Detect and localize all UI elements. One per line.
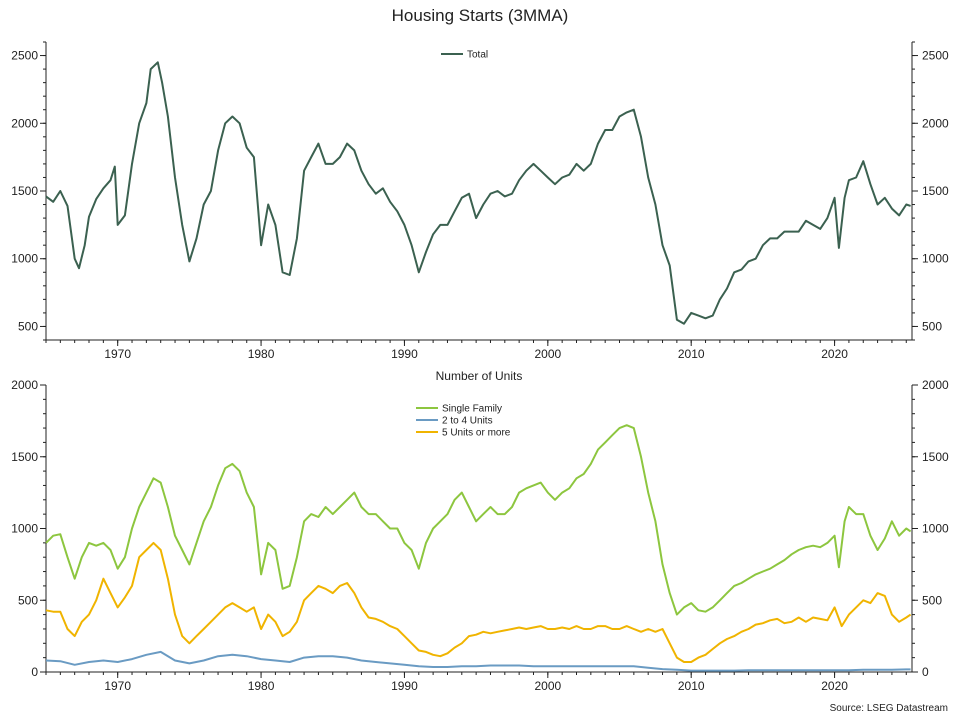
y-tick-label-right: 2000 <box>922 378 949 392</box>
y-tick-label-right: 1000 <box>922 252 949 266</box>
panel-title: Number of Units <box>436 369 523 383</box>
x-tick-label: 2000 <box>534 679 561 693</box>
x-tick-label: 1990 <box>391 347 418 361</box>
legend-label: 2 to 4 Units <box>442 416 493 427</box>
x-tick-label: 1970 <box>104 679 131 693</box>
x-tick-label: 2020 <box>821 347 848 361</box>
y-tick-label-right: 2000 <box>922 116 949 130</box>
y-tick-label-left: 0 <box>31 665 38 679</box>
x-tick-label: 1980 <box>248 679 275 693</box>
y-tick-label-left: 2000 <box>11 378 38 392</box>
source-note: Source: LSEG Datastream <box>829 703 948 714</box>
series-line-total <box>45 61 911 325</box>
y-tick-label-right: 0 <box>922 665 929 679</box>
y-tick-label-right: 500 <box>922 593 942 607</box>
y-tick-label-left: 500 <box>18 593 38 607</box>
x-tick-label: 2010 <box>678 347 705 361</box>
y-tick-label-left: 1500 <box>11 450 38 464</box>
panel-1: 500 500 1000 1000 1500 1500 2000 2000 2500 2500 19… <box>11 41 949 361</box>
series-line-2-to-4-units <box>45 650 911 672</box>
series-line-single-family <box>45 424 912 616</box>
y-tick-label-left: 2000 <box>11 116 38 130</box>
y-tick-label-right: 2500 <box>922 49 949 63</box>
y-tick-label-right: 1000 <box>922 522 949 536</box>
x-tick-label: 2010 <box>678 679 705 693</box>
y-tick-label-right: 1500 <box>922 450 949 464</box>
y-tick-label-right: 1500 <box>922 184 949 198</box>
legend-label: Total <box>467 50 488 61</box>
y-tick-label-left: 1500 <box>11 184 38 198</box>
y-tick-label-left: 2500 <box>11 49 38 63</box>
panel-2: 0 0 500 500 1000 1000 1500 1500 2000 2000 1970 1980… <box>11 369 949 693</box>
x-tick-label: 1990 <box>391 679 418 693</box>
series-line-5-units-or-more <box>45 541 912 663</box>
x-tick-label: 2000 <box>534 347 561 361</box>
y-tick-label-right: 500 <box>922 319 942 333</box>
x-tick-label: 1970 <box>104 347 131 361</box>
x-tick-label: 2020 <box>821 679 848 693</box>
x-tick-label: 1980 <box>248 347 275 361</box>
y-tick-label-left: 1000 <box>11 252 38 266</box>
y-tick-label-left: 500 <box>18 319 38 333</box>
y-tick-label-left: 1000 <box>11 522 38 536</box>
chart-title: Housing Starts (3MMA) <box>391 6 569 25</box>
legend-label: 5 Units or more <box>442 428 511 439</box>
legend-label: Single Family <box>442 404 502 415</box>
